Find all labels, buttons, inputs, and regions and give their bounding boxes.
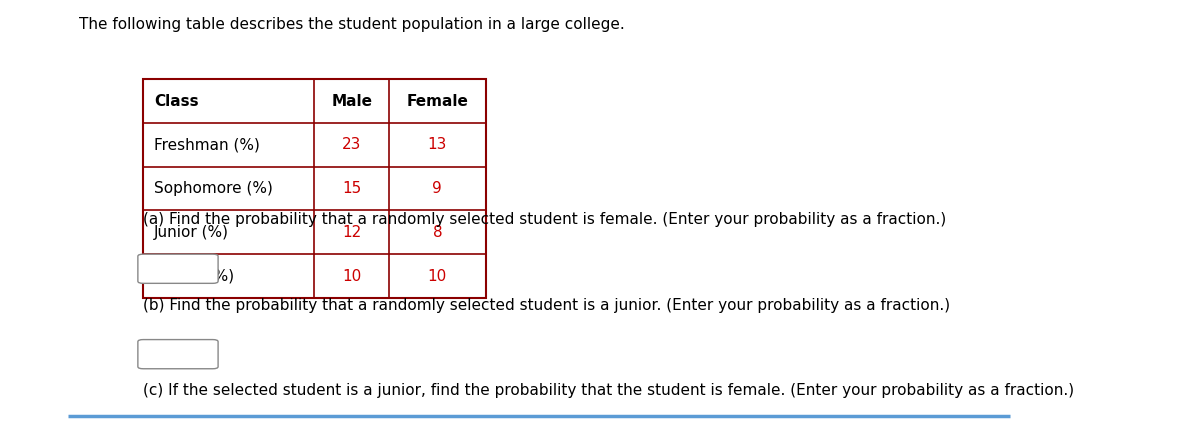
Text: Class: Class	[154, 94, 198, 108]
Text: 12: 12	[342, 225, 361, 240]
Text: 10: 10	[342, 269, 361, 283]
FancyBboxPatch shape	[138, 254, 218, 283]
Text: Sophomore (%): Sophomore (%)	[154, 181, 272, 196]
Text: Freshman (%): Freshman (%)	[154, 137, 259, 152]
Text: 23: 23	[342, 137, 361, 152]
Text: 8: 8	[432, 225, 442, 240]
Text: 10: 10	[427, 269, 446, 283]
Text: The following table describes the student population in a large college.: The following table describes the studen…	[79, 17, 625, 32]
Text: Senior (%): Senior (%)	[154, 269, 234, 283]
Text: (c) If the selected student is a junior, find the probability that the student i: (c) If the selected student is a junior,…	[143, 383, 1074, 398]
FancyBboxPatch shape	[138, 340, 218, 369]
Text: 13: 13	[427, 137, 448, 152]
Text: (a) Find the probability that a randomly selected student is female. (Enter your: (a) Find the probability that a randomly…	[143, 212, 947, 227]
Text: Female: Female	[407, 94, 468, 108]
Bar	[143, 79, 486, 298]
Text: 9: 9	[432, 181, 443, 196]
Text: Male: Male	[331, 94, 372, 108]
Text: 15: 15	[342, 181, 361, 196]
Text: Junior (%): Junior (%)	[154, 225, 229, 240]
Text: (b) Find the probability that a randomly selected student is a junior. (Enter yo: (b) Find the probability that a randomly…	[143, 298, 950, 313]
